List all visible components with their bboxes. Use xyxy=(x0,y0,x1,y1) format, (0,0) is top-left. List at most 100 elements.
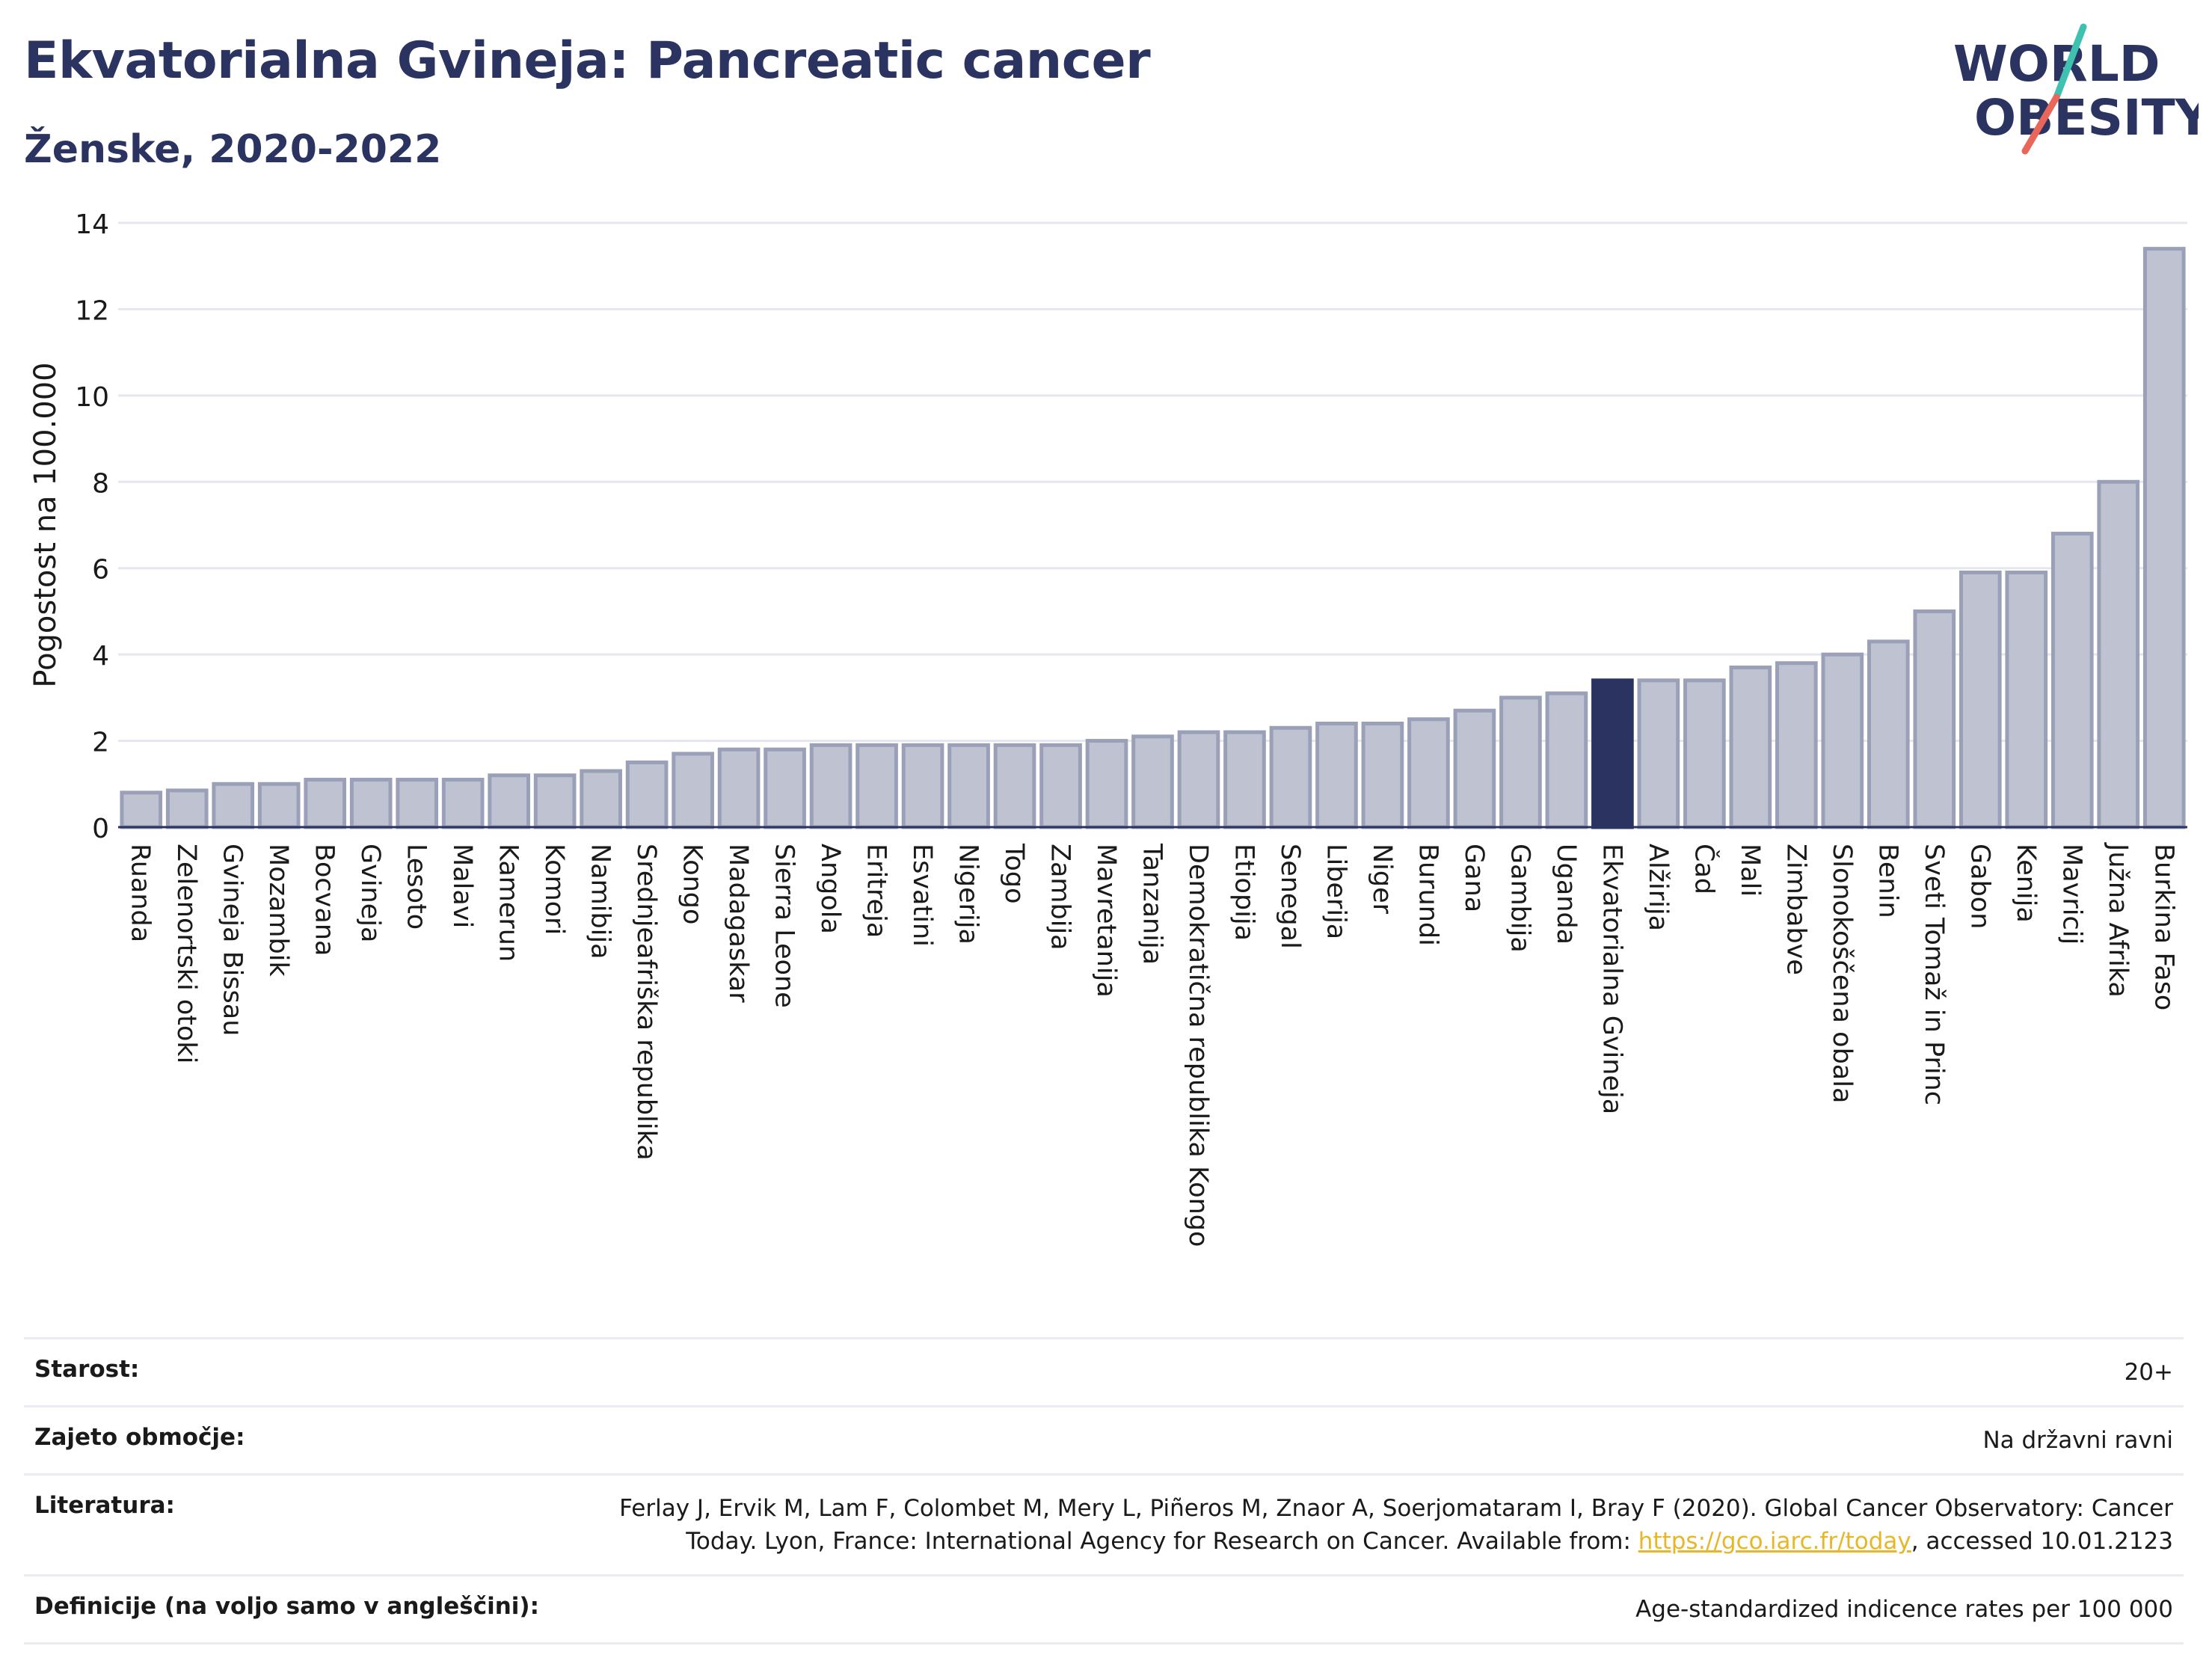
x-tick-label: Kongo xyxy=(678,844,707,924)
bar xyxy=(1499,696,1542,829)
metadata-table: Starost: 20+ Zajeto območje: Na državni … xyxy=(24,1337,2184,1645)
x-tick-label: Nigerija xyxy=(953,844,983,945)
x-tick-label: Zimbabve xyxy=(1781,844,1810,975)
y-tick-label: 14 xyxy=(75,209,109,240)
bar xyxy=(120,790,163,829)
x-tick-label: Mozambik xyxy=(263,844,293,977)
bar xyxy=(1315,721,1358,829)
x-tick-label: Benin xyxy=(1872,844,1902,918)
bar xyxy=(809,743,852,829)
x-tick-label: Demokratična republika Kongo xyxy=(1183,844,1213,1247)
x-tick-label: Gvineja Bissau xyxy=(218,844,248,1036)
bar xyxy=(625,760,669,829)
bar xyxy=(1545,691,1588,829)
bar xyxy=(901,743,944,829)
y-tick-label: 2 xyxy=(92,728,109,758)
literature-text: Ferlay J, Ervik M, Lam F, Colombet M, Me… xyxy=(619,1495,2173,1555)
x-tick-label: Sierra Leone xyxy=(769,844,799,1008)
y-tick-label: 6 xyxy=(92,555,109,586)
bar xyxy=(165,788,209,829)
bar xyxy=(1958,570,2002,829)
y-axis-label: Pogostost na 100.000 xyxy=(28,362,63,687)
bar xyxy=(441,778,485,829)
x-tick-label: Burundi xyxy=(1413,844,1443,946)
x-tick-label: Sveti Tomaž in Princ xyxy=(1919,844,1949,1105)
x-tick-label: Srednjeafriška republika xyxy=(631,844,661,1161)
x-tick-label: Etiopija xyxy=(1229,844,1259,941)
x-tick-label: Burkina Faso xyxy=(2148,844,2178,1010)
bar xyxy=(947,743,990,829)
bar xyxy=(717,747,761,829)
x-tick-label: Angola xyxy=(815,844,845,934)
bar xyxy=(1361,721,1404,829)
chart-subtitle: Ženske, 2020-2022 xyxy=(24,127,442,172)
meta-row-definitions: Definicije (na voljo samo v angleščini):… xyxy=(24,1574,2184,1645)
bar xyxy=(2142,247,2186,829)
bar xyxy=(855,743,898,829)
bar-highlighted xyxy=(1591,678,1634,829)
x-tick-label: Bocvana xyxy=(310,844,340,956)
x-tick-label: Gabon xyxy=(1964,844,1994,929)
x-tick-label: Južna Afrika xyxy=(2103,842,2133,998)
meta-row-coverage: Zajeto območje: Na državni ravni xyxy=(24,1405,2184,1473)
x-tick-label: Ruanda xyxy=(126,844,156,942)
x-tick-label: Kenija xyxy=(2011,844,2041,923)
bar xyxy=(257,782,301,829)
meta-row-literature: Literatura: Ferlay J, Ervik M, Lam F, Co… xyxy=(24,1473,2184,1574)
bar xyxy=(2005,570,2048,829)
x-tick-label: Zambija xyxy=(1045,844,1075,951)
literature-link[interactable]: https://gco.iarc.fr/today xyxy=(1638,1528,1911,1555)
y-tick-label: 8 xyxy=(92,468,109,499)
age-label: Starost: xyxy=(34,1356,140,1383)
x-tick-label: Uganda xyxy=(1551,844,1581,945)
literature-accessed: , accessed 10.01.2123 xyxy=(1911,1528,2173,1555)
age-value: 20+ xyxy=(2124,1359,2173,1386)
bar xyxy=(1223,730,1266,829)
logo-accent-coral xyxy=(2021,93,2060,155)
x-tick-label: Alžirija xyxy=(1643,844,1673,931)
x-tick-label: Gvineja xyxy=(355,844,385,942)
x-tick-label: Lesoto xyxy=(402,844,431,930)
bar xyxy=(1913,609,1956,829)
x-tick-label: Tanzanija xyxy=(1137,843,1167,965)
x-tick-label: Zelenortski otoki xyxy=(171,844,201,1063)
bar xyxy=(1131,734,1174,829)
definitions-value: Age-standardized indicence rates per 100… xyxy=(1635,1596,2173,1623)
logo-line1: WORLD xyxy=(1953,35,2160,93)
world-obesity-logo: WORLD OBESITY xyxy=(1953,23,2199,155)
x-tick-label: Čad xyxy=(1689,844,1720,894)
x-tick-label: Eritreja xyxy=(861,844,891,938)
coverage-value: Na državni ravni xyxy=(1982,1427,2173,1454)
bar xyxy=(1407,717,1450,829)
bar xyxy=(212,782,255,829)
bar xyxy=(1039,743,1082,829)
bar xyxy=(349,778,393,829)
literature-label: Literatura: xyxy=(34,1492,175,1519)
x-tick-label: Ekvatorialna Gvineja xyxy=(1597,844,1626,1114)
bar xyxy=(1177,730,1220,829)
bar xyxy=(1775,661,1818,829)
bar xyxy=(396,778,439,829)
literature-value: Ferlay J, Ervik M, Lam F, Colombet M, Me… xyxy=(603,1492,2173,1558)
x-tick-label: Liberija xyxy=(1321,844,1351,939)
x-tick-label: Niger xyxy=(1367,844,1397,915)
x-tick-label: Togo xyxy=(999,843,1029,903)
bar xyxy=(764,747,806,829)
bar xyxy=(1821,652,1864,829)
bar xyxy=(304,778,347,829)
x-tick-label: Senegal xyxy=(1275,844,1305,949)
bar xyxy=(533,773,577,829)
bar xyxy=(2050,532,2094,829)
coverage-label: Zajeto območje: xyxy=(34,1424,245,1451)
x-tick-label: Mali xyxy=(1735,844,1765,897)
y-tick-label: 4 xyxy=(92,641,109,672)
chart-title: Ekvatorialna Gvineja: Pancreatic cancer xyxy=(24,31,1151,90)
x-tick-label: Mavricij xyxy=(2056,844,2086,945)
meta-row-age: Starost: 20+ xyxy=(24,1337,2184,1405)
bar xyxy=(1683,678,1726,829)
bar-chart: 0 2 4 6 8 10 12 14 Pogostost na 100.000 Ruanda Zel… xyxy=(28,209,2187,1247)
bar xyxy=(672,752,714,829)
bar xyxy=(1729,665,1772,829)
x-tick-label: Gana xyxy=(1459,844,1489,912)
x-tick-label: Komori xyxy=(539,844,569,935)
